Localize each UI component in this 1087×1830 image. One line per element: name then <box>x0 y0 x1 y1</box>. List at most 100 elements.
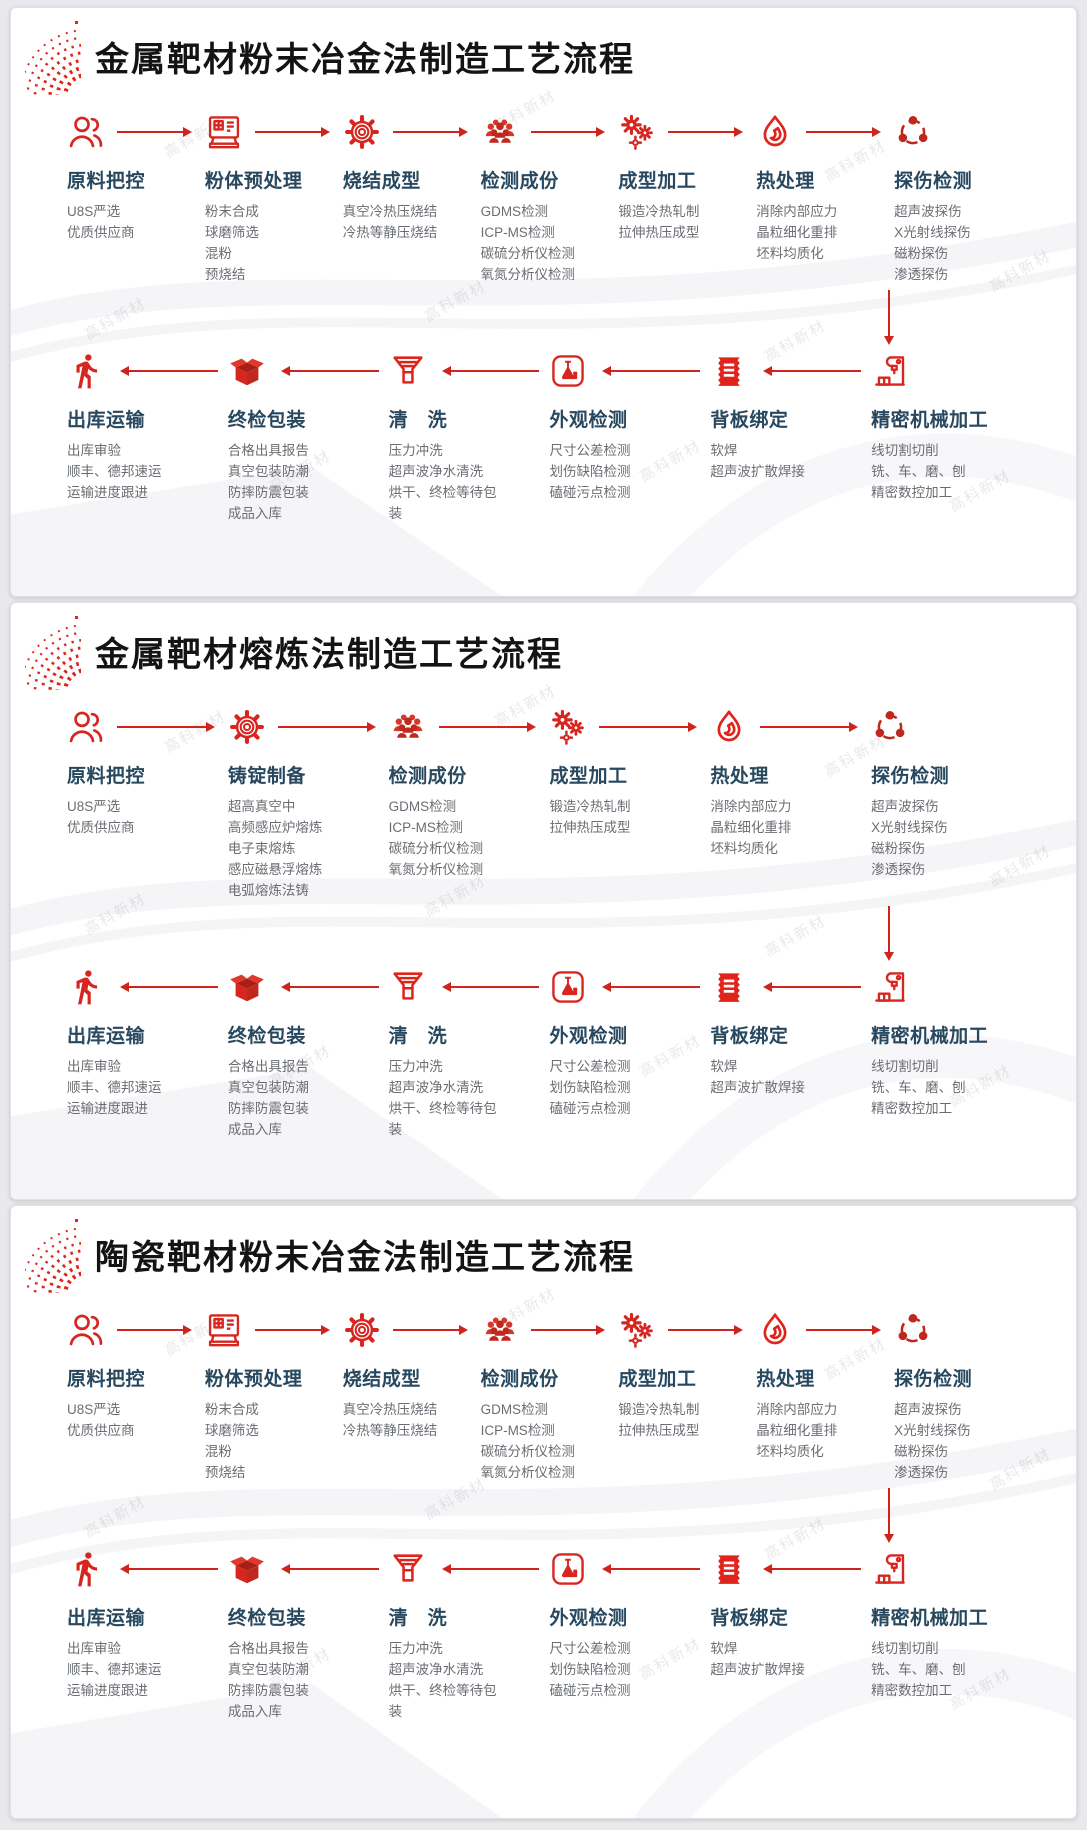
step-detail: 高频感应炉熔炼 <box>227 820 323 835</box>
section-card: 高科新材 高科新材 高科新材 高科新材 高科新材 高科新材 高科新材 高科新材 高科新材 高科新材… <box>10 1205 1077 1819</box>
step-details: 合格出具报告 真空包装防潮 防摔防震包装 成品入库 <box>228 1638 346 1722</box>
step-title: 探伤检测 <box>871 766 950 787</box>
process-row-forward: 原料把控 U8S严选 优质供应商 粉体预处理 粉末合成 球磨筛选 混粉 预烧结 烧结成型… <box>11 108 1076 285</box>
step-details: 超声波探伤 X光射线探伤 磁粉探伤 渗透探伤 <box>894 201 1012 285</box>
step-details: 尺寸公差检测 划伤缺陷检测 磕碰污点检测 <box>549 440 667 503</box>
process-step: 终检包装 合格出具报告 真空包装防潮 防摔防震包装 成品入库 <box>228 347 389 524</box>
step-detail: 预烧结 <box>204 267 246 282</box>
step-details: 软焊 超声波扩散焊接 <box>710 1638 828 1680</box>
process-step: 烧结成型 真空冷热压烧结 冷热等静压烧结 <box>343 108 481 285</box>
step-title: 探伤检测 <box>894 171 973 192</box>
step-details: 粉末合成 球磨筛选 混粉 预烧结 <box>205 1399 323 1483</box>
arrow-slot <box>589 365 710 376</box>
right-arrow-icon <box>254 1324 330 1335</box>
flask-badge-icon <box>549 351 589 391</box>
step-detail: 真空冷热压烧结 <box>342 1402 438 1417</box>
right-arrow-icon <box>599 721 698 732</box>
dotted-arc-icon <box>25 612 81 690</box>
step-detail: 拉伸热压成型 <box>618 1423 700 1438</box>
step-details: U8S严选 优质供应商 <box>67 1399 185 1441</box>
arrow-slot <box>107 126 205 137</box>
step-detail: 软焊 <box>710 443 738 458</box>
step-icon-line <box>549 347 710 395</box>
left-arrow-icon <box>280 1563 379 1574</box>
process-step: 精密机械加工 线切割切削 铣、车、磨、刨 精密数控加工 <box>871 347 1032 524</box>
left-arrow-icon <box>441 981 540 992</box>
step-detail: 铣、车、磨、刨 <box>871 464 966 479</box>
step-detail: 粉末合成 <box>204 204 259 219</box>
person-icon <box>67 1310 107 1350</box>
step-detail: 消除内部应力 <box>756 204 838 219</box>
step-icon-line <box>756 1306 894 1354</box>
flame-icon <box>756 1310 796 1350</box>
process-step: 成型加工 锻造冷热轧制 拉伸热压成型 <box>618 108 756 285</box>
step-icon-line <box>894 1306 1032 1354</box>
step-detail: 线切割切削 <box>871 1059 939 1074</box>
process-step: 检测成份 GDMS检测 ICP-MS检测 碳硫分析仪检测 氧氮分析仪检测 <box>389 703 550 901</box>
right-arrow-icon <box>117 1324 192 1335</box>
step-detail: U8S严选 <box>67 204 121 219</box>
process-step: 原料把控 U8S严选 优质供应商 <box>67 703 228 901</box>
step-title: 成型加工 <box>549 766 628 787</box>
step-detail: 拉伸热压成型 <box>618 225 700 240</box>
process-step: 清 洗 压力冲洗 超声波净水清洗 烘干、终检等待包装 <box>389 1545 550 1722</box>
section-card: 高科新材 高科新材 高科新材 高科新材 高科新材 高科新材 高科新材 高科新材 高科新材 高科新材… <box>10 602 1077 1200</box>
step-detail: 超声波探伤 <box>894 1402 962 1417</box>
process-step: 铸锭制备 超高真空中 高频感应炉熔炼 电子束熔炼 感应磁悬浮熔炼 电弧熔炼法铸 <box>228 703 389 901</box>
right-arrow-icon <box>760 721 858 732</box>
arrow-slot <box>658 126 756 137</box>
process-step: 清 洗 压力冲洗 超声波净水清洗 烘干、终检等待包装 <box>389 963 550 1140</box>
step-detail: 运输进度跟进 <box>67 485 148 500</box>
process-step: 粉体预处理 粉末合成 球磨筛选 混粉 预烧结 <box>205 1306 343 1483</box>
process-step: 出库运输 出库审验 顺丰、德邦速运 运输进度跟进 <box>67 963 228 1140</box>
down-arrow-icon <box>883 906 894 961</box>
step-detail: X光射线探伤 <box>871 820 948 835</box>
process-step: 烧结成型 真空冷热压烧结 冷热等静压烧结 <box>343 1306 481 1483</box>
step-detail: 超声波探伤 <box>894 204 962 219</box>
step-detail: 压力冲洗 <box>388 443 443 458</box>
process-step: 探伤检测 超声波探伤 X光射线探伤 磁粉探伤 渗透探伤 <box>894 108 1032 285</box>
gears-icon <box>618 1310 658 1350</box>
arrow-slot <box>245 1324 343 1335</box>
step-icon-line <box>549 963 710 1011</box>
walking-person-icon <box>67 1549 107 1589</box>
step-detail: 划伤缺陷检测 <box>549 1080 631 1095</box>
arrow-slot <box>796 126 894 137</box>
arrow-slot <box>750 721 871 732</box>
step-detail: 尺寸公差检测 <box>549 443 631 458</box>
step-details: 软焊 超声波扩散焊接 <box>710 1056 828 1098</box>
step-detail: 超高真空中 <box>227 799 296 814</box>
step-title: 终检包装 <box>227 1026 306 1047</box>
step-detail: 真空包装防潮 <box>227 1080 309 1095</box>
step-detail: 冷热等静压烧结 <box>342 1423 438 1438</box>
step-detail: 顺丰、德邦速运 <box>67 464 162 479</box>
ticket-icon <box>710 351 750 391</box>
step-detail: 优质供应商 <box>67 1423 135 1438</box>
step-detail: 线切割切削 <box>871 1641 939 1656</box>
step-detail: 坯料均质化 <box>756 1444 824 1459</box>
left-arrow-icon <box>763 1563 862 1574</box>
arrow-slot <box>750 365 871 376</box>
process-step: 精密机械加工 线切割切削 铣、车、磨、刨 精密数控加工 <box>871 1545 1032 1722</box>
step-icon-line <box>389 1545 550 1593</box>
step-icon-line <box>67 108 205 156</box>
step-details: 线切割切削 铣、车、磨、刨 精密数控加工 <box>871 440 989 503</box>
step-detail: 精密数控加工 <box>871 1101 953 1116</box>
step-title: 探伤检测 <box>894 1369 973 1390</box>
step-details: 尺寸公差检测 划伤缺陷检测 磕碰污点检测 <box>549 1056 667 1119</box>
step-title: 精密机械加工 <box>871 410 989 431</box>
step-detail: GDMS检测 <box>480 204 549 219</box>
step-detail: 顺丰、德邦速运 <box>67 1662 162 1677</box>
right-arrow-icon <box>668 1324 744 1335</box>
step-icon-line <box>389 347 550 395</box>
arrow-slot <box>107 365 228 376</box>
step-detail: 出库审验 <box>67 1641 121 1656</box>
step-detail: 磕碰污点检测 <box>549 485 631 500</box>
step-detail: 运输进度跟进 <box>67 1683 148 1698</box>
open-box-icon <box>228 1549 268 1589</box>
down-arrow-icon <box>883 290 894 345</box>
step-icon-line <box>481 108 619 156</box>
step-title: 终检包装 <box>227 1608 306 1629</box>
step-detail: 晶粒细化重排 <box>756 225 838 240</box>
step-icon-line <box>481 1306 619 1354</box>
